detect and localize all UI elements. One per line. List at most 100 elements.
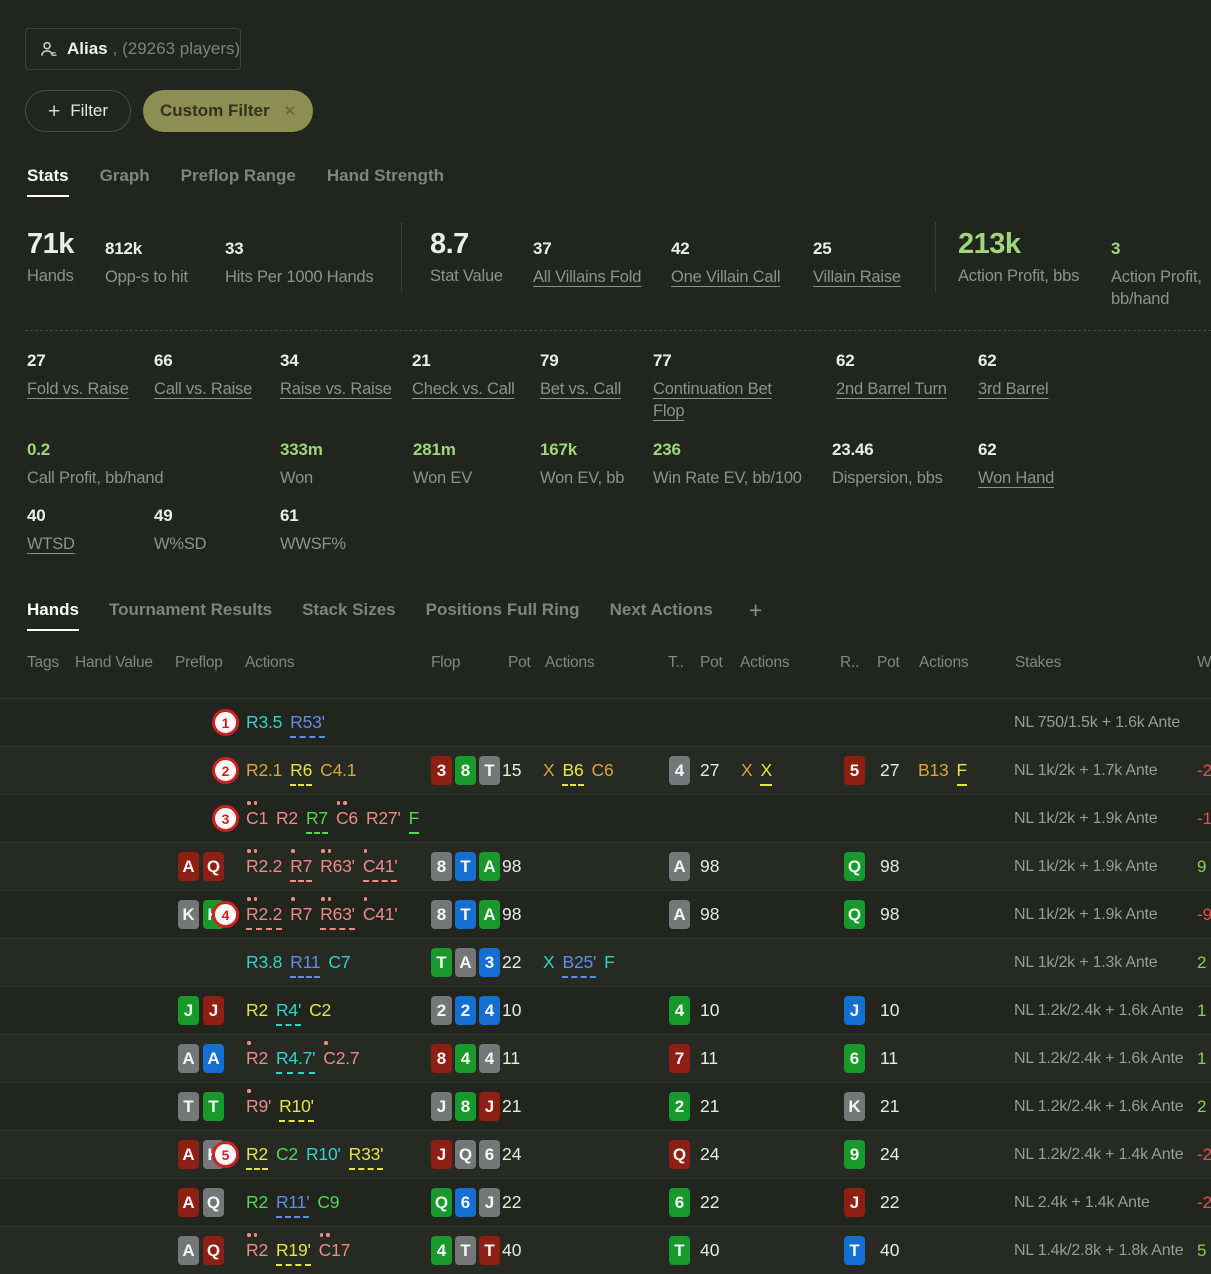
hand-row[interactable]: 1 R3.5 R53' NL 750/1.5k + 1.6k Ante	[0, 698, 1211, 746]
hand-row[interactable]: T T R9' R10' J 8 J 21 2 21 K 21 NL 1.2k/2.4k + 1.6k …	[0, 1082, 1211, 1130]
action: R2	[246, 1233, 268, 1260]
river-pot: 98	[880, 843, 899, 890]
action: C17	[319, 1233, 350, 1260]
stat-label[interactable]: WTSD	[27, 535, 75, 553]
stat-label[interactable]: Fold vs. Raise	[27, 380, 129, 398]
hand-row[interactable]: R3.8 R11 C7 T A 3 22 X B25' F NL 1k/2k + 1.3k Ante…	[0, 938, 1211, 986]
tab-stats[interactable]: Stats	[27, 166, 69, 197]
action: R2	[246, 1000, 268, 1021]
tab-preflop-range[interactable]: Preflop Range	[180, 166, 296, 185]
col-header-w[interactable]: W	[1197, 654, 1211, 671]
action: R27'	[365, 808, 401, 829]
col-header-actions[interactable]: Actions	[545, 654, 595, 671]
stat-label: W%SD	[154, 535, 207, 553]
alias-label: Alias	[67, 39, 108, 58]
add-filter-button[interactable]: + Filter	[25, 90, 132, 132]
hand-row[interactable]: A Q R2.2 R7 R63' C41' 8 T A 98 A 98 Q 98 NL 1k/2k + 1.…	[0, 842, 1211, 890]
stat-label[interactable]: Check vs. Call	[412, 380, 515, 398]
stakes: NL 1k/2k + 1.9k Ante	[1014, 905, 1158, 923]
card: T	[479, 1236, 500, 1265]
stat-label[interactable]: Call vs. Raise	[154, 380, 253, 398]
col-header-actions[interactable]: Actions	[919, 654, 969, 671]
stat-value: 23.46	[832, 440, 874, 459]
tab-hand-strength[interactable]: Hand Strength	[326, 166, 444, 185]
dot	[247, 1041, 251, 1045]
river-card: T	[844, 1227, 865, 1274]
stat-label[interactable]: Won Hand	[978, 469, 1055, 487]
hand-row[interactable]: A Q R2 R11' C9 Q 6 J 22 6 22 J 22 NL 2.4k + 1.4k Ante…	[0, 1178, 1211, 1226]
action: R2	[275, 808, 298, 829]
col-header-actions[interactable]: Actions	[740, 654, 790, 671]
pot-value: 22	[880, 1192, 900, 1212]
col-header-t[interactable]: T..	[668, 654, 684, 671]
col-header-pot[interactable]: Pot	[508, 654, 531, 671]
card: J	[203, 996, 224, 1025]
won-amount: -2	[1197, 1144, 1211, 1164]
player-search-box[interactable]: Alias , (29263 players)	[25, 28, 241, 70]
col-header-flop[interactable]: Flop	[431, 654, 461, 671]
stat-cbet_flop: 77 Continuation Bet Flop	[653, 352, 805, 423]
stat-label[interactable]: Raise vs. Raise	[280, 380, 392, 398]
action-dots	[247, 849, 257, 853]
river-card: 5	[844, 747, 865, 794]
tab-graph[interactable]: Graph	[99, 166, 150, 185]
pot-value: 24	[700, 1144, 720, 1164]
hand-row[interactable]: A Q R2 R19' C17 4 T T 40 T 40 T 40 NL 1.4k/2.8k + 1.8…	[0, 1226, 1211, 1274]
stat-label[interactable]: 2nd Barrel Turn	[836, 380, 947, 398]
close-icon[interactable]: ✕	[283, 103, 297, 120]
col-header-hand-value[interactable]: Hand Value	[75, 654, 153, 671]
stat-label[interactable]: One Villain Call	[671, 268, 781, 286]
tab-hands[interactable]: Hands	[27, 600, 79, 631]
stat-label[interactable]: 3rd Barrel	[978, 380, 1049, 398]
tab-tournament-results[interactable]: Tournament Results	[108, 600, 273, 619]
col-header-pot[interactable]: Pot	[877, 654, 900, 671]
flop-actions: X B6 C6	[543, 747, 614, 794]
pot-value: 98	[880, 904, 900, 924]
add-tab-icon[interactable]: +	[748, 597, 763, 623]
won-cell: -2	[1197, 747, 1211, 794]
tab-positions-full-ring[interactable]: Positions Full Ring	[425, 600, 580, 619]
won-amount: -1	[1197, 808, 1211, 828]
action-dots	[321, 849, 332, 853]
custom-filter-chip[interactable]: Custom Filter ✕	[143, 90, 314, 132]
stat-stat_value: 8.7 Stat Value	[430, 230, 503, 288]
col-header-stakes[interactable]: Stakes	[1015, 654, 1062, 671]
stakes-cell: NL 2.4k + 1.4k Ante	[1014, 1179, 1150, 1226]
stakes-cell: NL 1.2k/2.4k + 1.4k Ante	[1014, 1131, 1184, 1178]
won-amount: -2	[1197, 760, 1211, 780]
river-card: 9	[844, 1131, 865, 1178]
dot	[247, 849, 251, 853]
preflop-actions: R2.2 R7 R63' C41'	[246, 843, 398, 890]
hand-row[interactable]: 2 R2.1 R6 C4.1 3 8 T 15 X B6 C6 4 27 X X 5 27 B13 F NL 1k/2…	[0, 746, 1211, 794]
tab-next-actions[interactable]: Next Actions	[609, 600, 713, 619]
col-header-preflop[interactable]: Preflop	[175, 654, 223, 671]
hand-row[interactable]: 3 C1 R2 R7 C6 R27' F NL 1k/2k + 1.9k Ante -1	[0, 794, 1211, 842]
hand-row[interactable]: A A R2 R4.7' C2.7 8 4 4 11 7 11 6 11 NL 1.2k/2.4k + 1…	[0, 1034, 1211, 1082]
hand-row[interactable]: J J R2 R4' C2 2 2 4 10 4 10 J 10 NL 1.2k/2.4k + 1.6k …	[0, 986, 1211, 1034]
col-header-pot[interactable]: Pot	[700, 654, 723, 671]
tab-stack-sizes[interactable]: Stack Sizes	[302, 600, 396, 619]
stat-value: 281m	[413, 440, 456, 459]
stat-value: 40	[27, 506, 46, 525]
pot-value: 98	[880, 856, 900, 876]
stat-dispersion: 23.46 Dispersion, bbs	[832, 441, 943, 490]
stat-one_villain_call: 42 One Villain Call	[671, 240, 781, 289]
stat-label[interactable]: Continuation Bet Flop	[653, 380, 772, 420]
stakes: NL 1.2k/2.4k + 1.6k Ante	[1014, 1097, 1184, 1115]
stat-label[interactable]: Villain Raise	[813, 268, 901, 286]
card: 2	[455, 996, 476, 1025]
col-header-r[interactable]: R..	[840, 654, 860, 671]
col-header-actions[interactable]: Actions	[245, 654, 295, 671]
preflop-actions: R3.8 R11 C7	[246, 939, 351, 986]
river-pot: 21	[880, 1083, 899, 1130]
stat-label[interactable]: All Villains Fold	[533, 268, 642, 286]
stat-label: Win Rate EV, bb/100	[653, 469, 802, 487]
flop-pot: 98	[502, 843, 521, 890]
col-header-tags[interactable]: Tags	[27, 654, 59, 671]
card: T	[844, 1236, 865, 1265]
stat-label[interactable]: Bet vs. Call	[540, 380, 622, 398]
won-amount: 1	[1197, 1048, 1207, 1068]
